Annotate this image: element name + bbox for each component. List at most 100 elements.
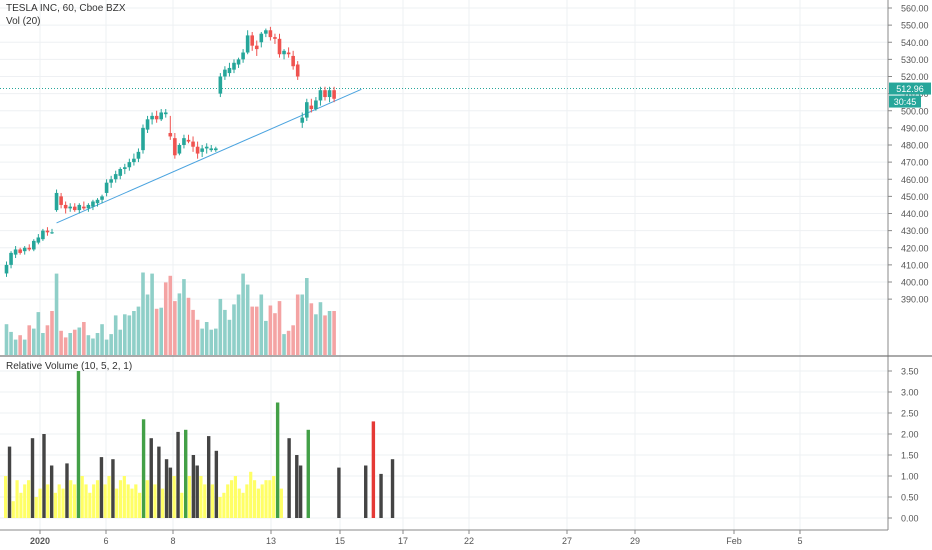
time-tick-label: Feb	[726, 536, 742, 546]
candle-body	[22, 247, 27, 252]
rv-highlight-bar	[275, 402, 280, 518]
rv-bar	[161, 488, 165, 518]
candle-body	[127, 162, 132, 168]
rv-bar	[118, 480, 123, 518]
rv-tick-label: 3.00	[901, 388, 919, 398]
candle-body	[113, 174, 118, 180]
last-price-label: 512.96	[896, 84, 924, 94]
candle-body	[168, 133, 173, 137]
rv-bar	[249, 471, 253, 518]
volume-bar	[163, 282, 168, 355]
rv-bar	[122, 476, 126, 518]
candle-body	[95, 199, 100, 204]
volume-bar	[18, 335, 22, 355]
volume-bar	[232, 304, 236, 355]
rv-bar	[237, 488, 241, 518]
volume-legend[interactable]: Vol (20)	[6, 16, 41, 27]
candlestick-series	[4, 26, 336, 277]
price-tick-label: 410.00	[901, 260, 929, 270]
volume-bar	[259, 294, 264, 355]
relative-volume-bars	[4, 371, 395, 518]
volume-bar	[104, 339, 109, 355]
rv-highlight-bar	[30, 438, 35, 518]
volume-bar	[113, 315, 118, 355]
price-tick-label: 460.00	[901, 175, 929, 185]
rv-bar	[210, 484, 215, 518]
rv-highlight-bar	[195, 465, 199, 518]
volume-bar	[273, 313, 277, 355]
rv-highlight-bar	[364, 465, 368, 518]
support-trendline[interactable]	[56, 88, 362, 224]
time-tick-label: 5	[797, 536, 802, 546]
volume-bar	[118, 329, 123, 355]
candle-body	[218, 76, 223, 94]
trendline-layer[interactable]	[0, 88, 888, 224]
rv-bar	[72, 484, 77, 518]
volume-bar	[127, 315, 132, 355]
volume-bar	[309, 303, 314, 355]
candle-body	[136, 151, 141, 159]
volume-bar	[141, 272, 145, 355]
volume-bar	[13, 339, 18, 355]
price-badge: 512.96 30:45	[889, 82, 931, 108]
volume-bar	[91, 338, 95, 355]
relative-volume-legend[interactable]: Relative Volume (10, 5, 2, 1)	[6, 361, 133, 372]
candle-body	[295, 64, 300, 77]
volume-bar	[32, 328, 36, 355]
volume-bar	[286, 330, 291, 355]
candle-body	[245, 35, 250, 53]
candle-body	[204, 146, 209, 149]
rv-bar	[172, 476, 176, 518]
candle-body	[223, 69, 227, 77]
rv-bar	[23, 484, 27, 518]
rv-bar	[92, 484, 96, 518]
candle-body	[159, 112, 163, 120]
candle-body	[227, 67, 232, 74]
volume-bar	[264, 320, 268, 355]
rv-bar	[19, 492, 23, 518]
rv-bar	[130, 488, 134, 518]
candle-body	[27, 247, 32, 250]
volume-bar	[136, 306, 141, 355]
candle-body	[259, 33, 264, 43]
rv-bar	[80, 476, 84, 518]
volume-bar	[63, 337, 68, 355]
candle-body	[132, 158, 136, 163]
candle-body	[195, 146, 200, 154]
volume-bar	[41, 333, 45, 355]
rv-bar	[84, 484, 88, 518]
volume-bar	[186, 297, 191, 355]
candle-body	[104, 182, 109, 193]
candle-body	[145, 119, 150, 130]
candle-body	[214, 148, 218, 151]
rv-bar	[34, 497, 38, 518]
symbol-legend[interactable]: TESLA INC, 60, Cboe BZX	[6, 3, 126, 14]
volume-bar	[209, 329, 214, 355]
volume-bar	[314, 314, 318, 355]
rv-highlight-bar	[65, 463, 69, 518]
rv-highlight-bar	[7, 446, 12, 518]
time-tick-label: 22	[464, 536, 474, 546]
time-tick-label: 8	[170, 536, 175, 546]
volume-bar	[318, 302, 323, 355]
time-tick-label: 17	[398, 536, 408, 546]
rv-bar	[241, 492, 245, 518]
candle-body	[209, 148, 214, 151]
rv-bar	[107, 476, 111, 518]
candle-body	[332, 90, 336, 99]
candle-body	[305, 102, 309, 118]
rv-bar	[134, 484, 138, 518]
volume-bar	[68, 333, 72, 355]
rv-tick-label: 2.50	[901, 409, 919, 419]
rv-highlight-bar	[141, 419, 146, 518]
candle-body	[163, 112, 168, 115]
price-tick-label: 520.00	[901, 72, 929, 82]
rv-bar	[11, 501, 15, 518]
candle-body	[100, 196, 104, 200]
last-price-badge	[889, 82, 931, 95]
price-tick-label: 470.00	[901, 158, 929, 168]
volume-bar	[123, 314, 127, 355]
rv-highlight-bar	[99, 457, 104, 518]
